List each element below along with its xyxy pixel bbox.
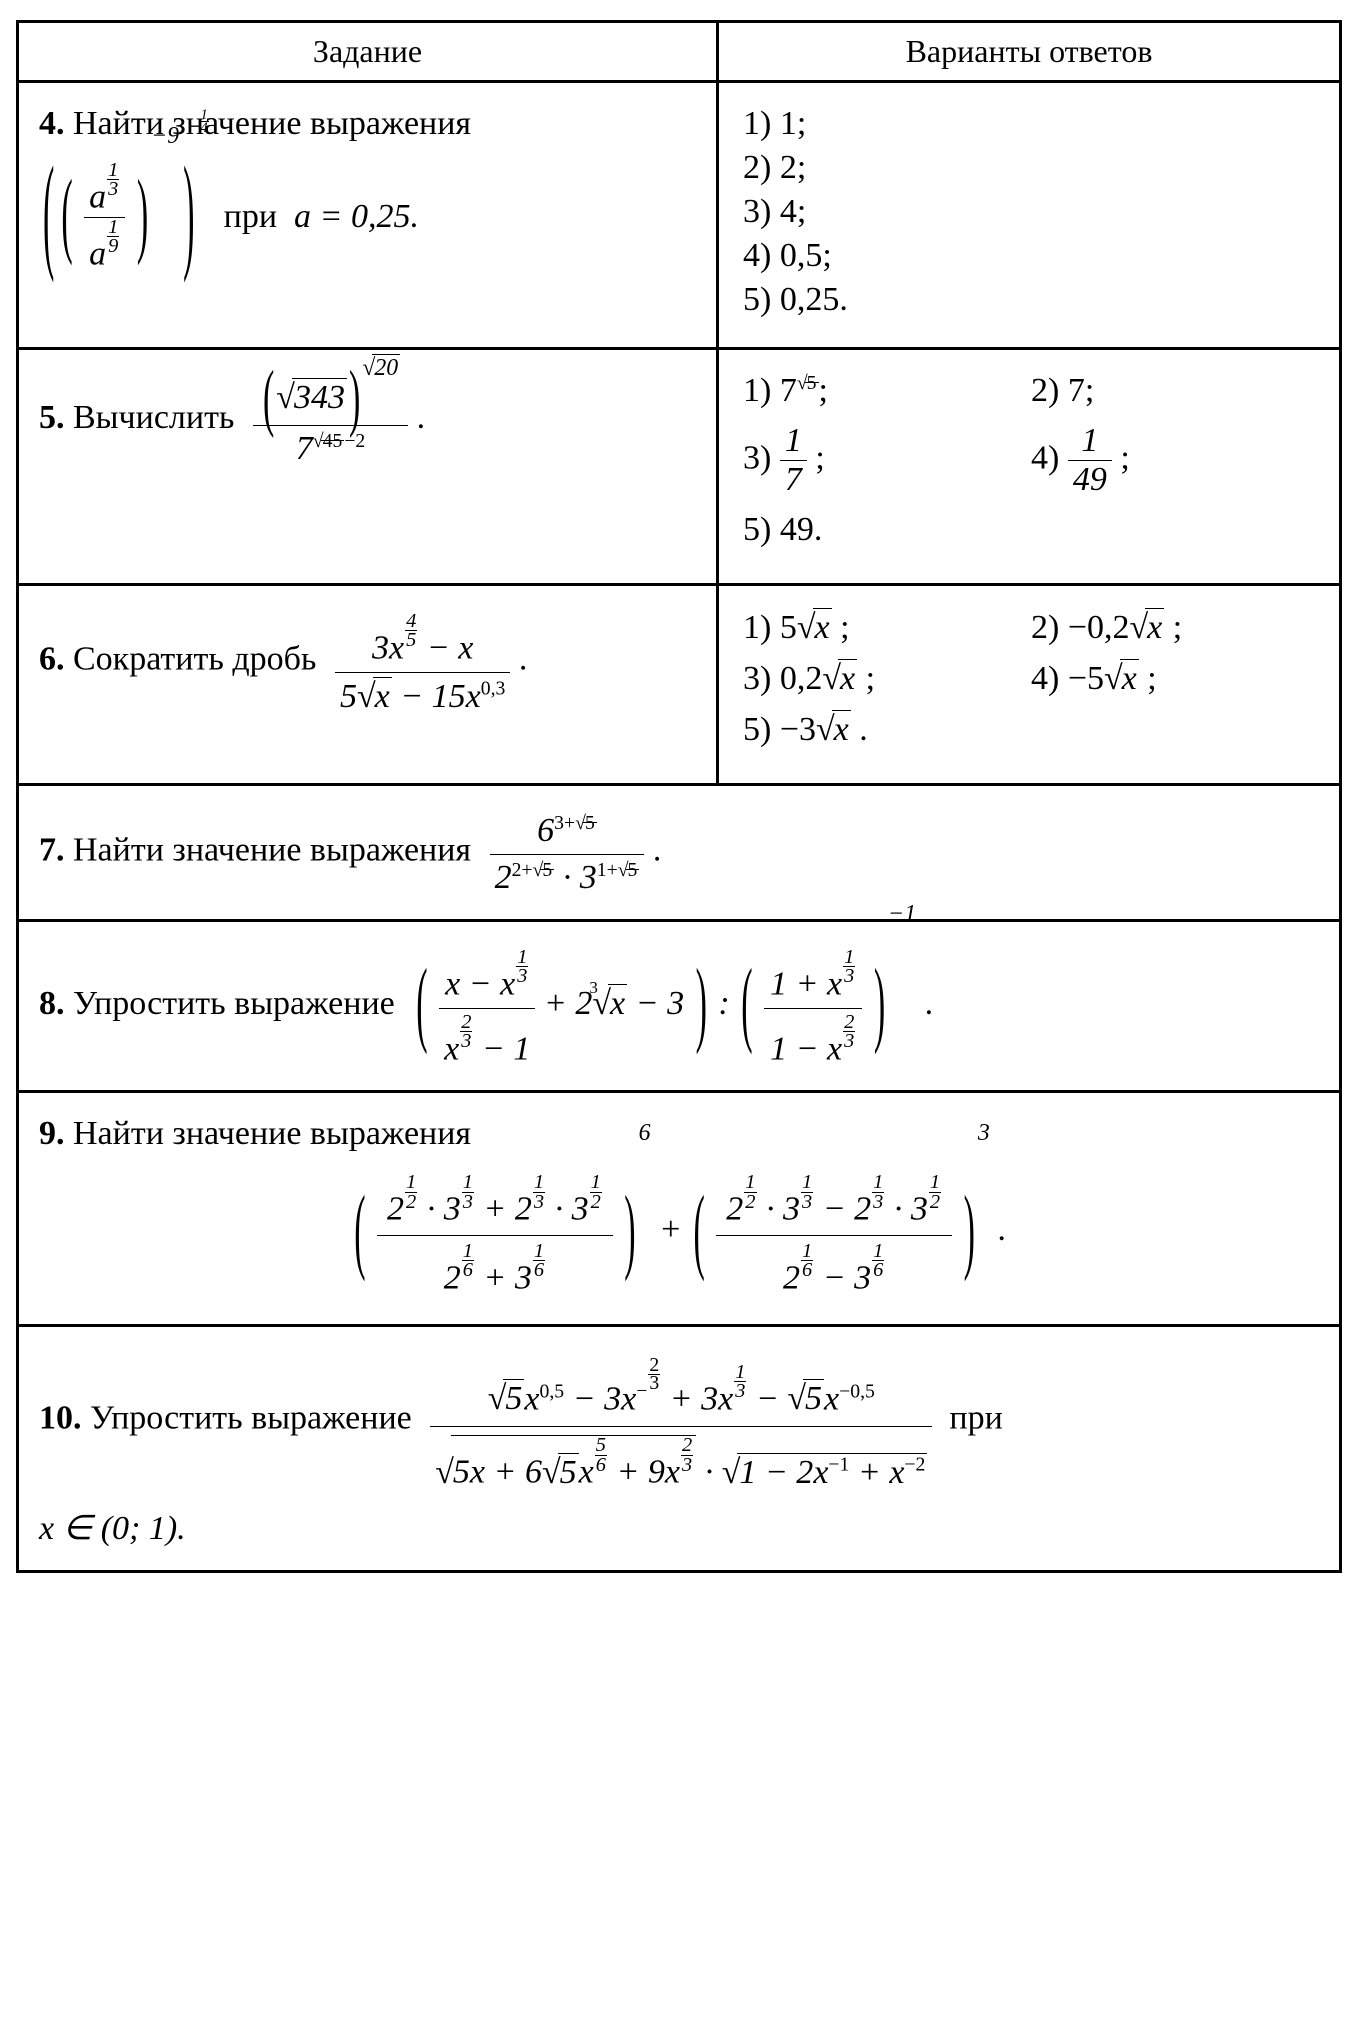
- header-row: Задание Варианты ответов: [19, 23, 1339, 83]
- q6-a5: 5) −3x .: [743, 710, 1031, 761]
- q10-domain: x ∈ (0; 1).: [39, 1508, 1319, 1548]
- q4-formula: (( a13a19 )−9)14 при a = 0,25.: [39, 161, 696, 273]
- q4-task: 4. Найти значение выражения (( a13a19 )−…: [19, 83, 719, 347]
- q5-a3: 3) 17 ;: [743, 422, 1031, 511]
- q4-aeq: a = 0,25.: [294, 198, 419, 235]
- row-q10: 10. Упростить выражение 5x0,5 − 3x−23 + …: [19, 1327, 1339, 1570]
- q4-num: 4.: [39, 105, 65, 142]
- q6-task: 6. Сократить дробь 3x45 − x 5x − 15x0,3 …: [19, 586, 719, 783]
- row-q4: 4. Найти значение выражения (( a13a19 )−…: [19, 83, 1339, 350]
- q6-a3: 3) 0,2x ;: [743, 659, 1031, 710]
- row-q8: 8. Упростить выражение ( x − x13 x23 − 1…: [19, 922, 1339, 1093]
- q5-a2: 2) 7;: [1031, 372, 1319, 422]
- q5-a5: 5) 49.: [743, 511, 1031, 561]
- q6-a1: 1) 5x ;: [743, 608, 1031, 659]
- q6-a4: 4) −5x ;: [1031, 659, 1319, 710]
- q5-task: 5. Вычислить (343)20 745−2 .: [19, 350, 719, 583]
- q10-num: 10.: [39, 1399, 82, 1436]
- q8-prompt: Упростить выражение: [73, 985, 395, 1022]
- q9-task: 9. Найти значение выражения ( 212 · 313 …: [19, 1093, 1339, 1323]
- q4-a2: 2) 2;: [743, 149, 1319, 193]
- q8-task: 8. Упростить выражение ( x − x13 x23 − 1…: [19, 922, 1339, 1090]
- q7-prompt: Найти значение выражения: [73, 831, 471, 868]
- q8-num: 8.: [39, 985, 65, 1022]
- q5-prompt: Вычислить: [73, 399, 234, 436]
- q6-num: 6.: [39, 641, 65, 678]
- q5-answers: 1) 75; 2) 7; 3) 17 ; 4) 149 ; 5) 49.: [719, 350, 1339, 583]
- q4-prompt: Найти значение выражения: [73, 105, 471, 142]
- q10-cond: при: [949, 1399, 1002, 1436]
- header-answers: Варианты ответов: [719, 23, 1339, 80]
- q6-prompt: Сократить дробь: [73, 641, 316, 678]
- q6-answers: 1) 5x ; 2) −0,2x ; 3) 0,2x ; 4) −5x ; 5)…: [719, 586, 1339, 783]
- q5-a4: 4) 149 ;: [1031, 422, 1319, 511]
- q4-answers: 1) 1; 2) 2; 3) 4; 4) 0,5; 5) 0,25.: [719, 83, 1339, 347]
- q9-formula: ( 212 · 313 + 213 · 312 216 + 316 )6 + (…: [39, 1167, 1319, 1297]
- q4-a1: 1) 1;: [743, 105, 1319, 149]
- q6-a2: 2) −0,2x ;: [1031, 608, 1319, 659]
- problems-table: Задание Варианты ответов 4. Найти значен…: [16, 20, 1342, 1573]
- q4-a4: 4) 0,5;: [743, 237, 1319, 281]
- q9-prompt: Найти значение выражения: [73, 1115, 471, 1152]
- q5-num: 5.: [39, 399, 65, 436]
- q9-num: 9.: [39, 1115, 65, 1152]
- q7-task: 7. Найти значение выражения 63+5 22+5 · …: [19, 786, 1339, 919]
- q10-prompt: Упростить выражение: [90, 1399, 412, 1436]
- row-q6: 6. Сократить дробь 3x45 − x 5x − 15x0,3 …: [19, 586, 1339, 786]
- header-task: Задание: [19, 23, 719, 80]
- q7-num: 7.: [39, 831, 65, 868]
- row-q5: 5. Вычислить (343)20 745−2 . 1) 75; 2) 7…: [19, 350, 1339, 586]
- q4-a5: 5) 0,25.: [743, 281, 1319, 325]
- row-q9: 9. Найти значение выражения ( 212 · 313 …: [19, 1093, 1339, 1326]
- q5-a1: 1) 75;: [743, 372, 1031, 422]
- q4-cond: при: [224, 198, 277, 235]
- q10-task: 10. Упростить выражение 5x0,5 − 3x−23 + …: [19, 1327, 1339, 1570]
- q4-a3: 3) 4;: [743, 193, 1319, 237]
- row-q7: 7. Найти значение выражения 63+5 22+5 · …: [19, 786, 1339, 922]
